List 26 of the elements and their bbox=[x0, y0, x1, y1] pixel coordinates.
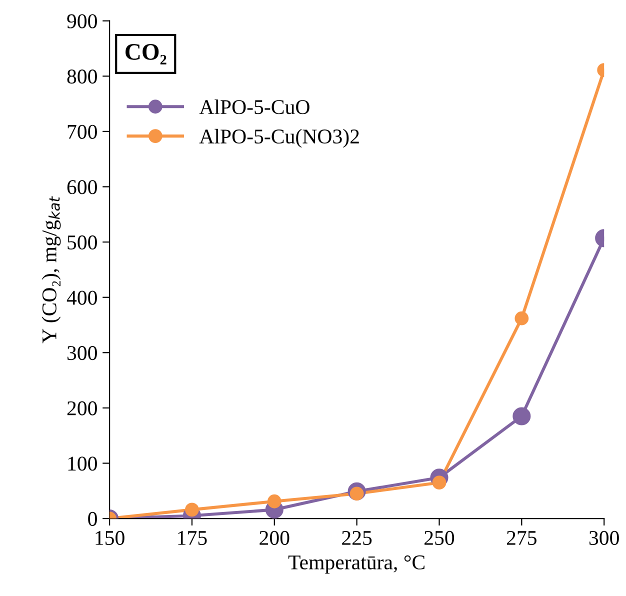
x-tick-label: 300 bbox=[589, 530, 619, 545]
y-tick-label: 500 bbox=[68, 235, 97, 250]
point bbox=[512, 407, 531, 426]
y-tick-label: 300 bbox=[67, 346, 97, 360]
y-tick-label: 600 bbox=[67, 180, 97, 194]
y-axis-title: Y (CO₂), mg/g$_{kat}$ bbox=[42, 196, 61, 344]
point bbox=[185, 502, 199, 517]
y-tick-label: 200 bbox=[67, 401, 97, 416]
y-tick-label: 800 bbox=[67, 70, 97, 84]
y-tick-label: 400 bbox=[66, 290, 97, 305]
x-tick-label: 250 bbox=[424, 530, 454, 545]
y-tick-label: 700 bbox=[68, 124, 97, 139]
x-axis-title: Temperatūra, °C bbox=[288, 555, 424, 574]
x-tick-label: 200 bbox=[260, 530, 290, 545]
annotation: CO₂ bbox=[126, 44, 166, 64]
x-tick-label: 150 bbox=[96, 530, 124, 545]
point bbox=[267, 494, 282, 508]
legend-label: AlPO-5-CuO bbox=[199, 99, 310, 114]
y-tick-label: 0 bbox=[88, 512, 97, 526]
y-tick-label: 900 bbox=[67, 14, 97, 28]
point bbox=[514, 311, 529, 326]
x-tick-label: 175 bbox=[178, 531, 207, 545]
x-tick-label: 275 bbox=[506, 530, 536, 545]
x-tick-label: 225 bbox=[342, 530, 372, 545]
legend-label: AlPO-5-Cu(NO3)2 bbox=[199, 128, 359, 148]
y-tick-label: 100 bbox=[68, 456, 97, 471]
